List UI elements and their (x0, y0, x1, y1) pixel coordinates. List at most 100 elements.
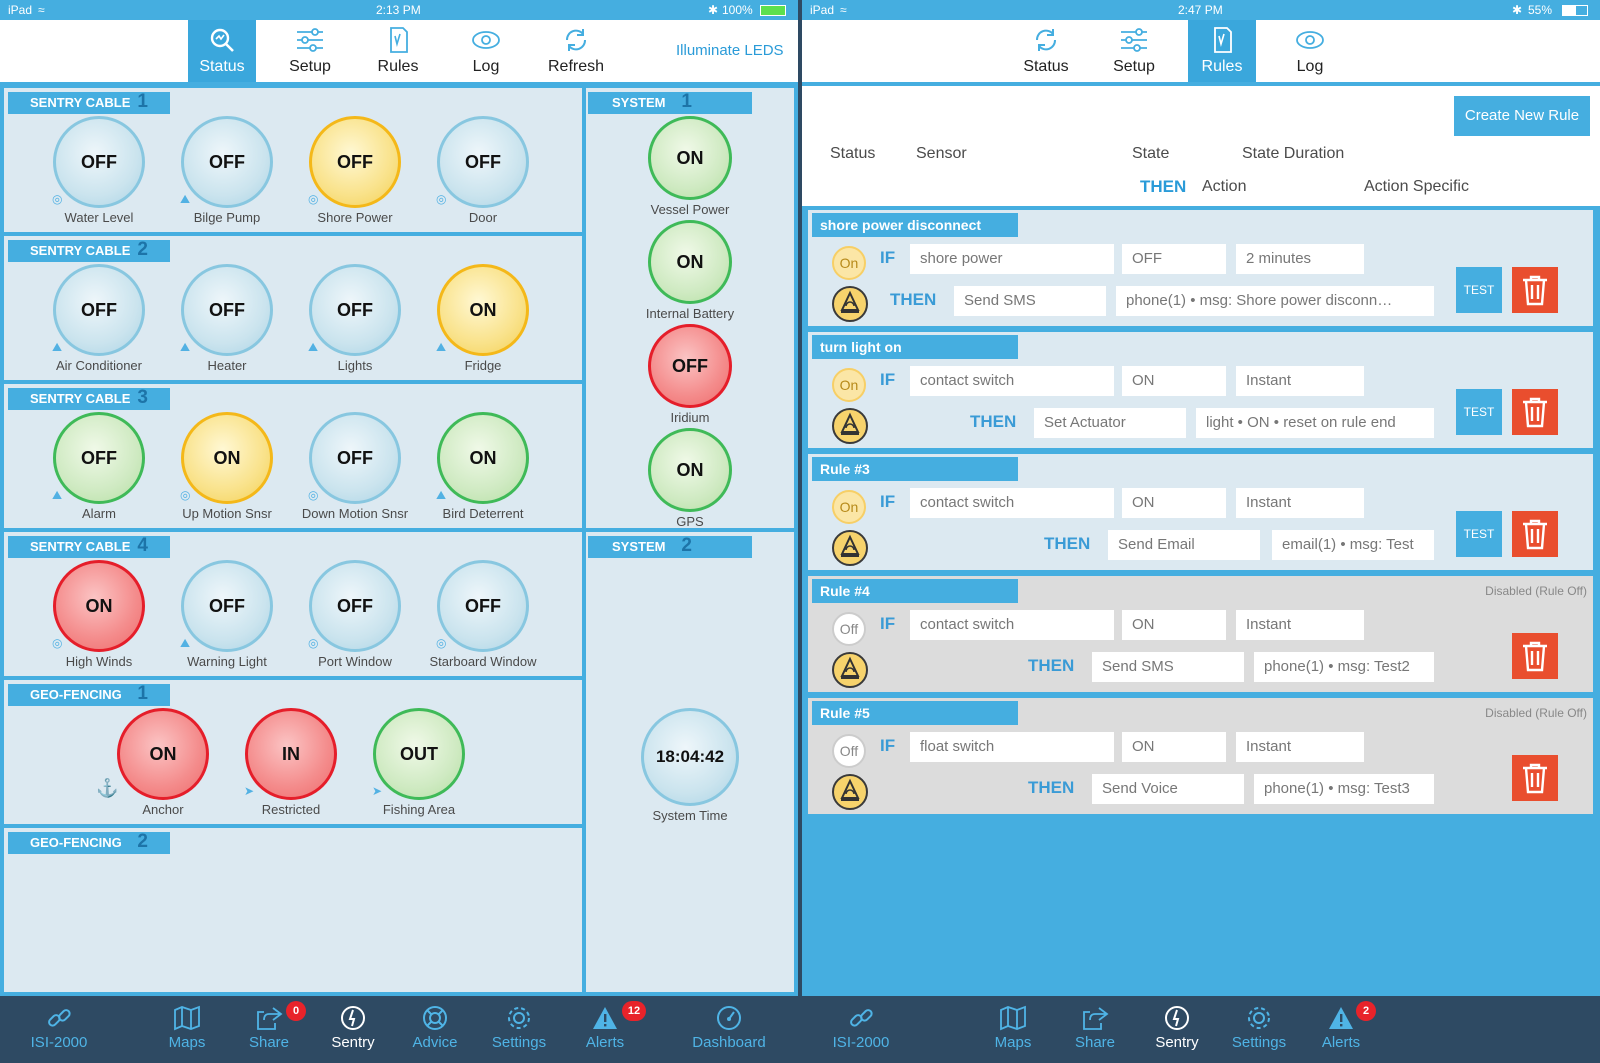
sensor-down-motion[interactable]: OFF Down Motion Snsr ◎ (296, 412, 414, 521)
tab-sentry[interactable]: Sentry (1132, 996, 1222, 1063)
rule-status-toggle[interactable]: Off (832, 734, 866, 768)
tab-setup[interactable]: Setup (276, 20, 344, 82)
tab-share[interactable]: Share 0 (224, 996, 314, 1063)
duration-field[interactable]: Instant (1236, 366, 1364, 396)
test-button[interactable]: TEST (1456, 267, 1502, 313)
delete-button[interactable] (1512, 755, 1558, 801)
rule-card[interactable]: shore power disconnect On IF shore power… (808, 210, 1593, 326)
test-button[interactable]: TEST (1456, 511, 1502, 557)
tab-isi-2000[interactable]: ISI-2000 (816, 996, 906, 1063)
sensor-warning-light[interactable]: OFF Warning Light ⛰ (168, 560, 286, 669)
rule-status-toggle[interactable]: On (832, 246, 866, 280)
sensor-field[interactable]: contact switch (910, 366, 1114, 396)
sensor-field[interactable]: contact switch (910, 610, 1114, 640)
tab-status[interactable]: Status (1012, 20, 1080, 82)
delete-button[interactable] (1512, 389, 1558, 435)
state-field[interactable]: ON (1122, 488, 1226, 518)
rule-status-toggle[interactable]: Off (832, 612, 866, 646)
action-field[interactable]: Set Actuator (1034, 408, 1186, 438)
action-field[interactable]: Send SMS (1092, 652, 1244, 682)
sensor-heater[interactable]: OFF Heater ⛰ (168, 264, 286, 373)
tab-maps[interactable]: Maps (142, 996, 232, 1063)
share-badge: 0 (286, 1001, 306, 1021)
system-gps[interactable]: ON GPS (631, 428, 749, 528)
tab-status[interactable]: Status (188, 20, 256, 82)
rule-status-toggle[interactable]: On (832, 490, 866, 524)
state-field[interactable]: ON (1122, 366, 1226, 396)
tab-settings[interactable]: Settings (1214, 996, 1304, 1063)
gear-icon (1214, 996, 1304, 1034)
delete-button[interactable] (1512, 511, 1558, 557)
tab-setup[interactable]: Setup (1100, 20, 1168, 82)
delete-button[interactable] (1512, 633, 1558, 679)
geofence-restricted[interactable]: IN Restricted ➤ (232, 708, 350, 817)
tab-rules[interactable]: Rules (1188, 20, 1256, 82)
action-specific-field[interactable]: phone(1) • msg: Shore power disconn… (1116, 286, 1434, 316)
rule-card[interactable]: Rule #5 Disabled (Rule Off) Off IF float… (808, 698, 1593, 814)
sensor-bilge-pump[interactable]: OFF Bilge Pump ⛰ (168, 116, 286, 225)
sensor-shore-power[interactable]: OFF Shore Power ◎ (296, 116, 414, 225)
battery-icon (760, 5, 786, 16)
section-number: 2 (681, 535, 692, 556)
sensor-bird-deterrent[interactable]: ON Bird Deterrent ⛰ (424, 412, 542, 521)
action-specific-field[interactable]: phone(1) • msg: Test3 (1254, 774, 1434, 804)
tab-log[interactable]: Log (452, 20, 520, 82)
geofence-fishing-area[interactable]: OUT Fishing Area ➤ (360, 708, 478, 817)
rule-card[interactable]: Rule #3 On IF contact switch ON Instant … (808, 454, 1593, 570)
system-vessel-power[interactable]: ON Vessel Power (631, 116, 749, 217)
action-field[interactable]: Send Voice (1092, 774, 1244, 804)
tab-sentry[interactable]: Sentry (308, 996, 398, 1063)
sensor-starboard-window[interactable]: OFF Starboard Window ◎ (424, 560, 542, 669)
sensor-fridge[interactable]: ON Fridge ⛰ (424, 264, 542, 373)
sensor-up-motion[interactable]: ON Up Motion Snsr ◎ (168, 412, 286, 521)
create-new-rule-button[interactable]: Create New Rule (1454, 96, 1590, 136)
action-field[interactable]: Send Email (1108, 530, 1260, 560)
state-field[interactable]: ON (1122, 610, 1226, 640)
section-header: SENTRY CABLE 2 (8, 239, 170, 262)
tab-maps[interactable]: Maps (968, 996, 1058, 1063)
illuminate-leds-link[interactable]: Illuminate LEDS (676, 42, 784, 59)
sensor-high-winds[interactable]: ON High Winds ◎ (40, 560, 158, 669)
sensor-alarm[interactable]: OFF Alarm ⛰ (40, 412, 158, 521)
tab-alerts[interactable]: Alerts 2 (1296, 996, 1386, 1063)
action-field[interactable]: Send SMS (954, 286, 1106, 316)
tab-isi-2000[interactable]: ISI-2000 (14, 996, 104, 1063)
action-specific-field[interactable]: email(1) • msg: Test (1272, 530, 1434, 560)
tab-advice[interactable]: Advice (390, 996, 480, 1063)
action-specific-field[interactable]: light • ON • reset on rule end (1196, 408, 1434, 438)
sensor-field[interactable]: float switch (910, 732, 1114, 762)
state-field[interactable]: OFF (1122, 244, 1226, 274)
tab-dashboard[interactable]: Dashboard (684, 996, 774, 1063)
state-field[interactable]: ON (1122, 732, 1226, 762)
col-sensor: Sensor (916, 145, 967, 162)
tab-settings[interactable]: Settings (474, 996, 564, 1063)
rule-card[interactable]: turn light on On IF contact switch ON In… (808, 332, 1593, 448)
rule-status-toggle[interactable]: On (832, 368, 866, 402)
sensor-port-window[interactable]: OFF Port Window ◎ (296, 560, 414, 669)
tab-alerts[interactable]: Alerts 12 (560, 996, 650, 1063)
system-internal-battery[interactable]: ON Internal Battery (631, 220, 749, 321)
duration-field[interactable]: Instant (1236, 488, 1364, 518)
state-circle: OFF (309, 412, 401, 504)
sensor-door[interactable]: OFF Door ◎ (424, 116, 542, 225)
tab-log[interactable]: Log (1276, 20, 1344, 82)
sensor-water-level[interactable]: OFF Water Level ◎ (40, 116, 158, 225)
tab-rules[interactable]: Rules (364, 20, 432, 82)
tab-share[interactable]: Share (1050, 996, 1140, 1063)
system-iridium[interactable]: OFF Iridium (631, 324, 749, 425)
duration-field[interactable]: 2 minutes (1236, 244, 1364, 274)
geofence-anchor[interactable]: ON Anchor ⚓ (96, 708, 222, 817)
delete-button[interactable] (1512, 267, 1558, 313)
sensor-air-conditioner[interactable]: OFF Air Conditioner ⛰ (40, 264, 158, 373)
duration-field[interactable]: Instant (1236, 610, 1364, 640)
rule-card[interactable]: Rule #4 Disabled (Rule Off) Off IF conta… (808, 576, 1593, 692)
share-icon (1050, 996, 1140, 1034)
tab-label: Settings (491, 1034, 547, 1051)
duration-field[interactable]: Instant (1236, 732, 1364, 762)
sensor-lights[interactable]: OFF Lights ⛰ (296, 264, 414, 373)
refresh-button[interactable]: Refresh (540, 20, 612, 82)
sensor-field[interactable]: contact switch (910, 488, 1114, 518)
sensor-field[interactable]: shore power (910, 244, 1114, 274)
action-specific-field[interactable]: phone(1) • msg: Test2 (1254, 652, 1434, 682)
test-button[interactable]: TEST (1456, 389, 1502, 435)
